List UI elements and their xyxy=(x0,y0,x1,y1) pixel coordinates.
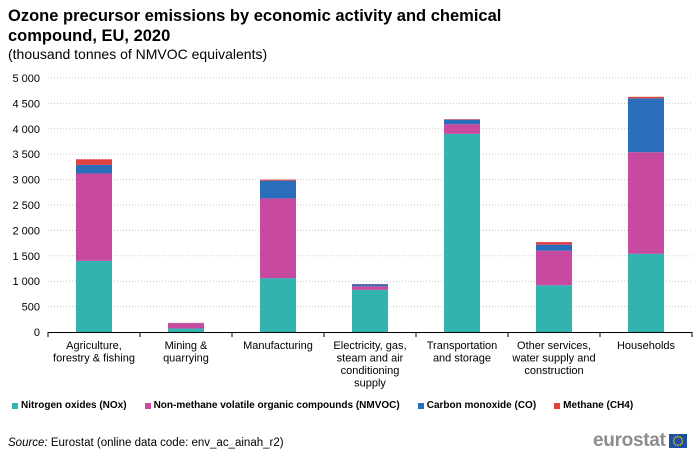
y-tick-label: 500 xyxy=(22,302,40,314)
y-tick-label: 1 500 xyxy=(12,251,40,263)
bar-segment xyxy=(444,133,480,332)
bar-segment xyxy=(444,119,480,125)
legend-label-ch4: Methane (CH4) xyxy=(563,400,634,411)
bar-segment xyxy=(76,173,112,261)
bar-segment xyxy=(444,124,480,134)
y-tick-label: 2 000 xyxy=(12,225,40,237)
legend-swatch-ch4 xyxy=(554,402,561,409)
y-tick-label: 1 000 xyxy=(12,276,40,288)
bar-segment xyxy=(536,250,572,286)
legend-swatch-nmvoc xyxy=(144,402,151,409)
bar-chart: 0 500 1 000 1 500 2 000 2 500 3 000 3 500 4 000 4… xyxy=(12,73,693,390)
x-tick-label: Transportation and storage xyxy=(427,340,498,365)
bar-segment xyxy=(536,242,572,245)
legend-label-nmvoc: Non-methane volatile organic compounds (… xyxy=(153,400,400,411)
bar-segment xyxy=(260,278,296,332)
bar-segment xyxy=(628,152,664,254)
bar-segment xyxy=(536,285,572,332)
source-note: Source: Eurostat (online data code: env_… xyxy=(8,437,284,449)
bar-segment xyxy=(168,328,204,332)
legend-item-ch4: Methane (CH4) xyxy=(554,400,633,411)
eurostat-logo: eurostat xyxy=(593,430,687,452)
x-tick-label: Agriculture, forestry & fishing xyxy=(53,340,135,365)
x-tick-label: Other services, water supply and construct… xyxy=(511,340,595,377)
bar-segment xyxy=(76,164,112,174)
y-tick-label: 3 500 xyxy=(12,149,40,161)
logo-text: eurostat xyxy=(593,430,666,451)
legend-label-co: Carbon monoxide (CO) xyxy=(426,400,537,411)
y-tick-label: 3 000 xyxy=(12,175,40,187)
legend-item-nox: Nitrogen oxides (NOx) xyxy=(12,400,127,411)
bar-segment xyxy=(260,179,296,181)
bar-segment xyxy=(628,253,664,332)
source-label: Source: xyxy=(8,437,48,449)
chart-subtitle: (thousand tonnes of NMVOC equivalents) xyxy=(8,46,268,62)
bar-segment xyxy=(352,284,388,287)
y-tick-label: 4 500 xyxy=(12,98,40,110)
bar-segment xyxy=(260,198,296,279)
bar-segment xyxy=(352,289,388,332)
chart-title: Ozone precursor emissions by economic ac… xyxy=(8,7,502,45)
y-tick-label: 5 000 xyxy=(12,73,40,85)
bar-segment xyxy=(352,286,388,290)
chart-legend: Nitrogen oxides (NOx) Non-methane volati… xyxy=(12,400,692,411)
x-tick-label: Households xyxy=(617,340,676,352)
y-tick-label: 4 000 xyxy=(12,124,40,136)
legend-item-co: Carbon monoxide (CO) xyxy=(417,400,537,411)
source-text: Eurostat (online data code: env_ac_ainah… xyxy=(50,437,284,449)
legend-swatch-nox xyxy=(12,402,18,409)
bar-segment xyxy=(76,159,112,165)
bar-segment xyxy=(628,98,664,153)
bar-segment xyxy=(260,180,296,199)
x-tick-label: Mining & quarrying xyxy=(163,340,209,365)
bar-segment xyxy=(168,323,204,329)
legend-swatch-co xyxy=(417,402,424,409)
eu-flag-icon xyxy=(668,434,687,448)
x-tick-label: Manufacturing xyxy=(243,340,313,352)
legend-item-nmvoc: Non-methane volatile organic compounds (… xyxy=(144,400,400,411)
x-tick-label: Electricity, gas, steam and air conditioni… xyxy=(333,340,406,390)
legend-label-nox: Nitrogen oxides (NOx) xyxy=(21,400,127,411)
bar-segment xyxy=(628,96,664,99)
y-tick-label: 2 500 xyxy=(12,200,40,212)
bar-segment xyxy=(536,244,572,251)
bar-segment xyxy=(444,119,480,120)
bar-segment xyxy=(76,260,112,332)
y-tick-label: 0 xyxy=(34,327,40,339)
